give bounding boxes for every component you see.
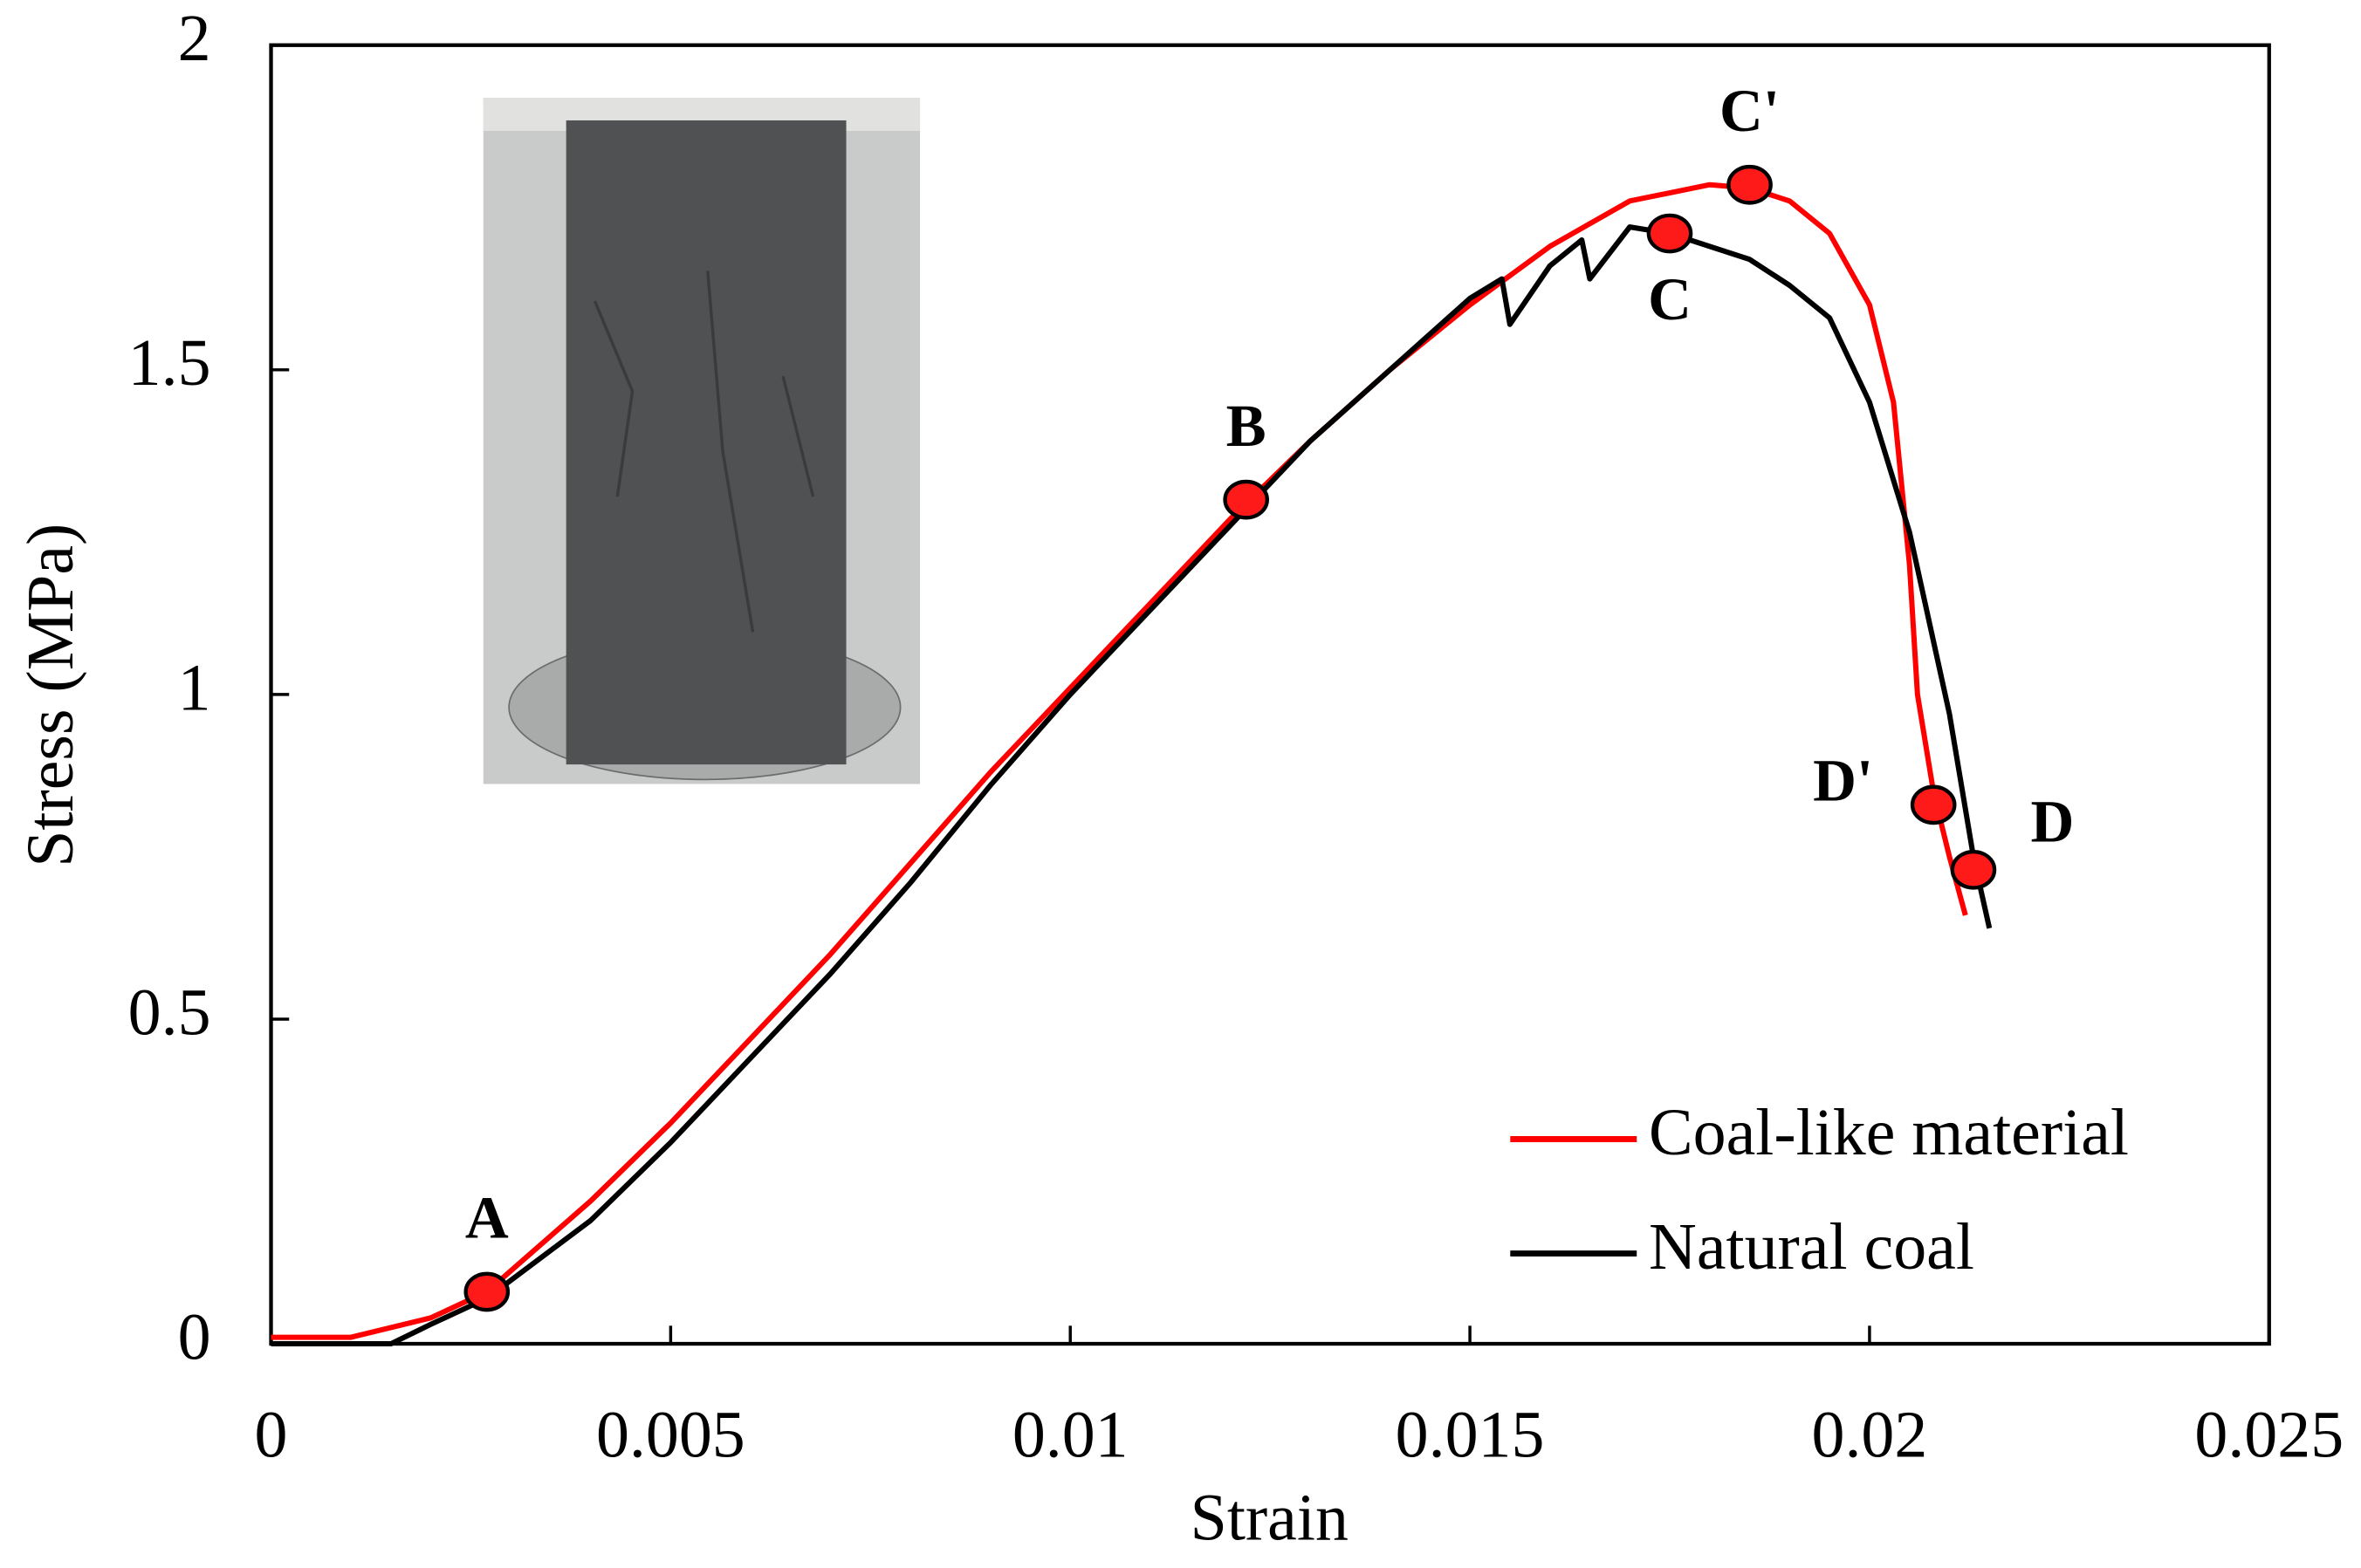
x-axis-label: Strain [1191, 1481, 1349, 1554]
point-label: C [1648, 266, 1692, 332]
photo-specimen [566, 120, 847, 765]
point-label: D [2031, 788, 2075, 854]
x-tick-label: 0.02 [1812, 1399, 1928, 1472]
x-tick-label: 0.015 [1396, 1399, 1545, 1472]
y-axis-label: Stress (MPa) [14, 524, 87, 867]
point-marker [1950, 849, 1997, 890]
y-tick-label: 0.5 [128, 976, 211, 1049]
point-label: C' [1719, 78, 1780, 144]
point-marker [1910, 784, 1957, 825]
inset-photo [483, 98, 921, 784]
point-marker [463, 1271, 511, 1312]
legend-label: Coal-like material [1649, 1096, 2129, 1169]
y-tick-label: 0 [178, 1300, 211, 1373]
photo-cracks [593, 270, 815, 633]
point-label: B [1226, 393, 1266, 459]
legend-label: Natural coal [1649, 1210, 1974, 1284]
point-label: D' [1813, 748, 1873, 814]
x-tick-label: 0.025 [2194, 1399, 2344, 1472]
y-tick-label: 2 [178, 2, 211, 75]
y-tick-label: 1 [178, 651, 211, 724]
point-label: A [465, 1185, 509, 1251]
point-marker [1646, 213, 1693, 254]
x-tick-label: 0 [255, 1399, 288, 1472]
x-tick-label: 0.005 [596, 1399, 745, 1472]
point-marker [1223, 479, 1269, 520]
series-line [271, 224, 1993, 1347]
x-tick-label: 0.01 [1012, 1399, 1129, 1472]
y-tick-label: 1.5 [128, 326, 211, 400]
point-marker [1726, 164, 1773, 205]
